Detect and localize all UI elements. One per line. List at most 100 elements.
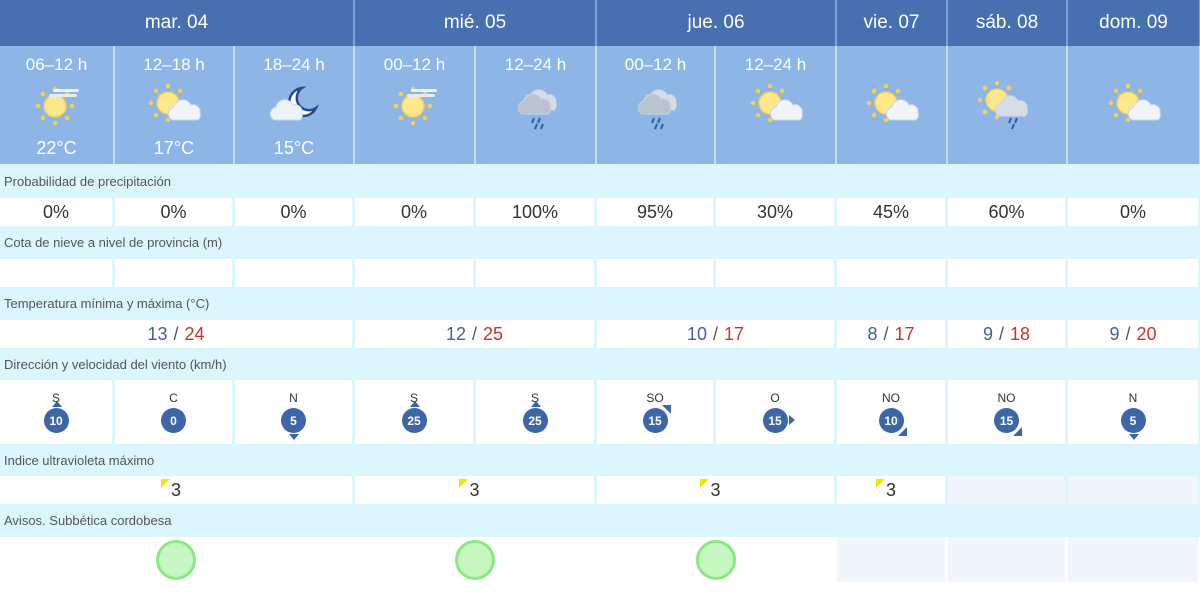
- temp-separator: /: [471, 323, 477, 344]
- day-header: dom. 09: [1068, 0, 1200, 46]
- snow-value: [948, 259, 1065, 287]
- temp-min-max: 13/24: [0, 320, 352, 348]
- snow-value: [1068, 259, 1198, 287]
- temp-min: 12: [445, 323, 466, 344]
- period-cell: 06–12 h 22°C: [0, 46, 115, 164]
- temp-row: 13/24 12/25 10/17 8/17 9/18 9/20: [0, 320, 1200, 348]
- temp-min: 10: [686, 323, 707, 344]
- day-header: mar. 04: [0, 0, 355, 46]
- wind-label: Dirección y velocidad del viento (km/h): [0, 348, 1200, 380]
- sun-haze-icon: [355, 80, 474, 132]
- period-time: [837, 55, 946, 77]
- sun-haze-icon: [0, 80, 113, 132]
- wind-speed-badge: 5: [1120, 408, 1146, 440]
- uv-cell: 3: [355, 476, 594, 504]
- period-temp: 22°C: [36, 138, 77, 158]
- uv-flag-icon: [160, 478, 170, 488]
- wind-arrow-icon: [1128, 434, 1139, 440]
- wind-speed-badge: 25: [401, 401, 427, 433]
- snow-row: [0, 259, 1200, 287]
- wind-cell: S 25: [476, 380, 594, 444]
- precip-value: 60%: [948, 198, 1065, 226]
- temp-min-max: 9/20: [1068, 320, 1198, 348]
- wind-speed: 5: [1129, 413, 1137, 428]
- wind-arrow-icon: [1013, 427, 1022, 436]
- wind-direction: O: [770, 391, 780, 405]
- temp-min: 13: [147, 323, 168, 344]
- day-header: vie. 07: [837, 0, 948, 46]
- sun-cloud-icon: [115, 80, 233, 132]
- wind-speed-badge: 15: [762, 408, 795, 433]
- period-time: 00–12 h: [624, 55, 687, 74]
- wind-cell: S 10: [0, 380, 112, 444]
- snow-value: [716, 259, 834, 287]
- temp-min-max: 10/ 17: [597, 320, 834, 348]
- wind-speed: 15: [768, 413, 782, 428]
- temp-separator: /: [1125, 323, 1131, 344]
- snow-value: [0, 259, 112, 287]
- precip-value: 0%: [235, 198, 352, 226]
- wind-speed: 10: [49, 413, 63, 428]
- wind-speed: 15: [999, 413, 1014, 428]
- period-cell: 00–12 h: [355, 46, 476, 164]
- period-temp: 15°C: [273, 138, 315, 158]
- temp-max: 25: [483, 323, 504, 344]
- uv-cell: 3: [837, 476, 945, 504]
- wind-direction: N: [289, 391, 298, 405]
- wind-speed: 25: [407, 413, 421, 428]
- wind-speed: 5: [290, 413, 297, 428]
- period-row: 06–12 h 22°C 12–18 h 17°C 18–24 h 15°C 00–12 h…: [0, 46, 1200, 164]
- warning-cell: [597, 537, 834, 582]
- period-cell: 00–12 h: [597, 46, 716, 164]
- wind-cell: S 25: [355, 380, 473, 444]
- snow-value: [837, 259, 945, 287]
- precip-row: 0% 0% 0% 0% 100% 95% 30% 45% 60% 0%: [0, 198, 1200, 226]
- warning-green-icon[interactable]: [156, 539, 196, 580]
- wind-cell: NO 15: [948, 380, 1065, 444]
- day-header: mié. 05: [355, 0, 597, 46]
- period-time: 12–24 h: [744, 55, 807, 74]
- warning-green-icon[interactable]: [695, 539, 736, 580]
- wind-direction: NO: [997, 391, 1016, 405]
- wind-cell: NO 10: [837, 380, 945, 444]
- temp-min-max: 9/ 18: [948, 320, 1065, 348]
- sun-rain-cloud-icon: [948, 80, 1066, 132]
- wind-row: S 10 C 0 N 5 S 25 S 25 SO 15 O 15 NO 10 NO 15 N 5: [0, 380, 1200, 444]
- temp-min-max: 8/17: [837, 320, 945, 348]
- precip-value: 100%: [476, 198, 594, 226]
- temp-min-max: 12/ 25: [355, 320, 594, 348]
- precip-value: 0%: [355, 198, 473, 226]
- snow-value: [355, 259, 473, 287]
- period-cell: 12–24 h: [716, 46, 837, 164]
- period-cell: [948, 46, 1068, 164]
- precip-value: 0%: [1068, 198, 1198, 226]
- uv-label: Indice ultravioleta máximo: [0, 444, 1200, 476]
- temp-min: 9: [1109, 323, 1120, 344]
- period-time: 12–24 h: [504, 55, 567, 74]
- day-header-row: mar. 04 mié. 05 jue. 06 vie. 07 sáb. 08 dom. …: [0, 0, 1200, 46]
- wind-direction: N: [1128, 391, 1138, 405]
- snow-value: [115, 259, 232, 287]
- precip-value: 45%: [837, 198, 945, 226]
- wind-cell: O 15: [716, 380, 834, 444]
- snow-label: Cota de nieve a nivel de provincia (m): [0, 226, 1200, 259]
- wind-direction: S: [530, 391, 539, 405]
- snow-value: [476, 259, 594, 287]
- wind-arrow-icon: [788, 415, 795, 425]
- wind-speed-badge: 5: [281, 408, 306, 440]
- warning-cell: [1068, 537, 1198, 582]
- period-temp: 17°C: [153, 138, 195, 158]
- wind-arrow-icon: [51, 401, 62, 407]
- period-time: [1068, 55, 1199, 77]
- sun-cloud-icon: [716, 80, 835, 132]
- uv-cell: [1068, 476, 1198, 504]
- wind-cell: SO 15: [597, 380, 713, 444]
- period-time: [948, 55, 1066, 77]
- period-time: 06–12 h: [25, 55, 88, 74]
- warning-green-icon[interactable]: [454, 539, 495, 580]
- precip-value: 0%: [0, 198, 112, 226]
- uv-value: 3: [875, 478, 896, 501]
- rain-cloud-icon: [476, 80, 595, 132]
